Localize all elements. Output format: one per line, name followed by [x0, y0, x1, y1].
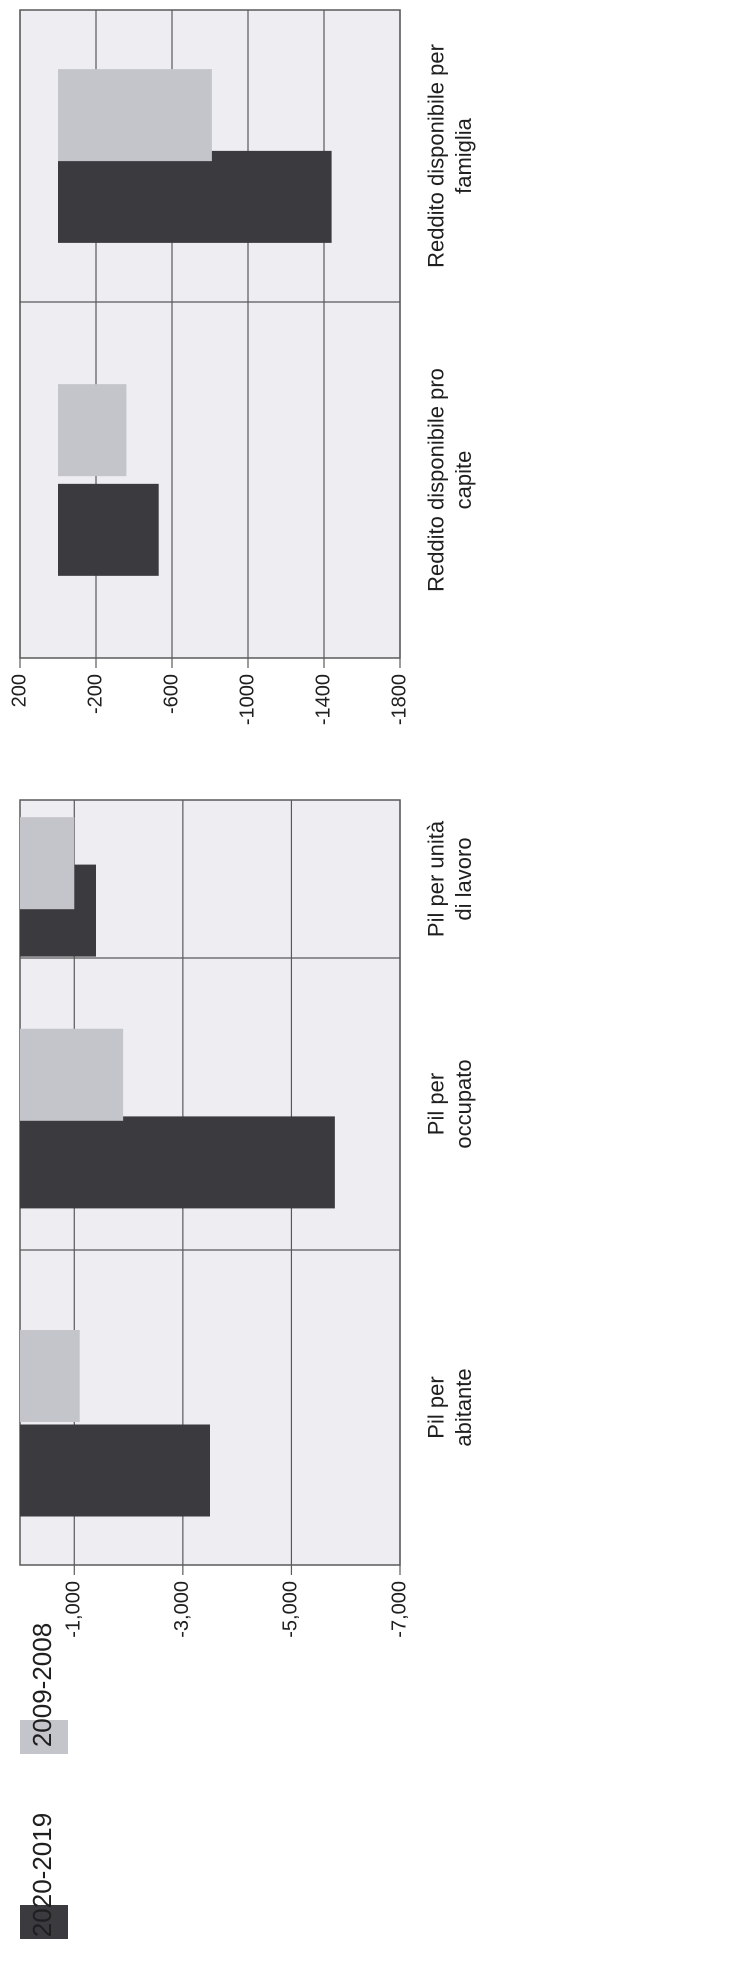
category-label: Pil per occupato [424, 1059, 477, 1148]
category-label-line: occupato [451, 1059, 476, 1148]
tick-label: -1800 [388, 674, 410, 725]
category-label: Reddito disponibile per famiglia [424, 44, 477, 268]
category-label: Reddito disponibile pro capite [424, 368, 477, 592]
bar-dark-2 [58, 150, 332, 243]
category-label-line: capite [451, 451, 476, 510]
tick-label: -200 [84, 674, 106, 714]
bar-light-1 [58, 384, 127, 477]
bar-light-2 [58, 69, 212, 162]
tick-label: 200 [8, 674, 30, 707]
category-label-line: abitante [451, 1368, 476, 1446]
bar-light-2 [20, 1028, 124, 1121]
tick-label: -1400 [312, 674, 334, 725]
legend-label-2: 2009-2008 [27, 1623, 57, 1747]
category-label-line: Reddito disponibile pro [424, 368, 449, 592]
tick-label: -5,000 [280, 1581, 302, 1638]
category-label-line: famiglia [451, 117, 476, 194]
tick-label: -1000 [236, 674, 258, 725]
bar-dark-2 [20, 1116, 335, 1209]
bar-dark-1 [20, 1424, 210, 1517]
category-label-line: Reddito disponibile per [424, 44, 449, 268]
bar-dark-1 [58, 483, 159, 576]
legend: 2020-2019 2009-2008 [20, 1623, 68, 1939]
category-label-line: Pil per [424, 1073, 449, 1135]
bar-light-3 [20, 817, 75, 910]
bar-light-1 [20, 1330, 80, 1422]
category-label-line: Pil per unità [424, 820, 449, 937]
tick-label: -1,000 [63, 1581, 85, 1638]
category-label-line: Pil per [424, 1376, 449, 1438]
tick-label: -7,000 [388, 1581, 410, 1638]
chart-panel-1: 200 -200 -600 -1000 -1400 -1800 Reddito dispon… [8, 9, 477, 725]
legend-label-1: 2020-2019 [27, 1813, 57, 1937]
tick-label: -3,000 [171, 1581, 193, 1638]
legend-swatch-2 [20, 1720, 68, 1754]
category-label: Pil per abitante [424, 1368, 477, 1446]
category-label: Pil per unità di lavoro [424, 820, 477, 937]
legend-swatch-1 [20, 1905, 68, 1939]
category-label-line: di lavoro [451, 837, 476, 920]
tick-label: -600 [160, 674, 182, 714]
